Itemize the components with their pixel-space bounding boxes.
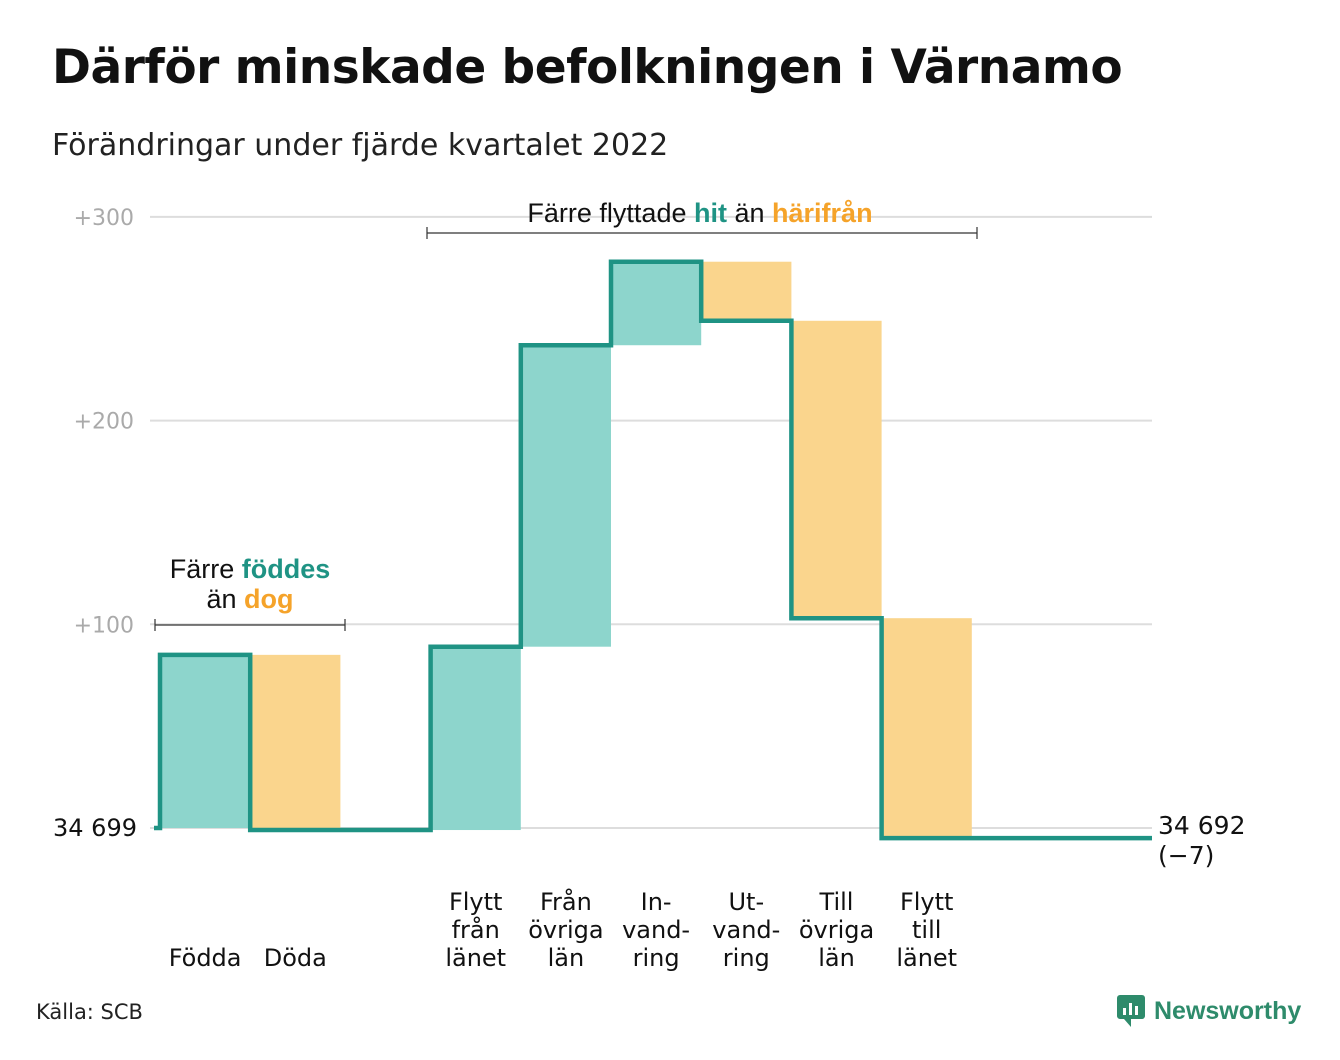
category-label: övriga: [799, 916, 874, 944]
brand-logo: Newsworthy: [1116, 994, 1301, 1028]
y-tick-label: +200: [74, 410, 134, 435]
annotation-segment: föddes: [242, 554, 331, 584]
category-label: vand-: [712, 916, 780, 944]
source-note: Källa: SCB: [36, 1000, 143, 1024]
y-tick-label: +100: [74, 613, 134, 638]
annotation-segment: härifrån: [772, 198, 873, 228]
cumulative-step-line: [154, 259, 1152, 841]
annotation-births-deaths: Färre föddes: [170, 554, 331, 584]
category-label: Flytt: [449, 888, 503, 916]
annotation-migration: Färre flyttade hit än härifrån: [527, 198, 872, 228]
category-label: från: [452, 915, 500, 944]
category-label: Flytt: [900, 888, 954, 916]
annotation-segment: hit: [694, 198, 727, 228]
category-label: län: [818, 944, 855, 972]
chart-title: Därför minskade befolkningen i Värnamo: [52, 40, 1123, 95]
category-label: ring: [723, 944, 770, 972]
waterfall-bar: [701, 261, 792, 321]
waterfall-bar: [611, 261, 702, 346]
category-label: länet: [896, 944, 957, 972]
category-label: länet: [445, 944, 506, 972]
waterfall-bar: [791, 320, 882, 619]
category-label: län: [548, 944, 585, 972]
category-label: till: [912, 916, 941, 944]
newsworthy-icon: [1117, 995, 1145, 1027]
category-label: In-: [641, 888, 672, 916]
category-label: Döda: [264, 944, 327, 972]
category-label: övriga: [528, 916, 603, 944]
waterfall-bar: [160, 654, 251, 828]
waterfall-bar: [250, 654, 341, 831]
annotation-segment: Färre: [170, 554, 242, 584]
chart-subtitle: Förändringar under fjärde kvartalet 2022: [52, 128, 669, 163]
category-label: vand-: [622, 916, 690, 944]
end-change-label: (−7): [1158, 841, 1214, 870]
annotation-segment: Färre flyttade: [527, 198, 694, 228]
category-label: Ut-: [728, 888, 764, 916]
waterfall-bar: [881, 618, 972, 839]
end-value-label: 34 692: [1158, 811, 1245, 840]
y-tick-label: +300: [74, 206, 134, 231]
brand-name: Newsworthy: [1154, 996, 1302, 1025]
start-value-label: 34 699: [53, 814, 137, 842]
category-label: Från: [540, 887, 592, 916]
category-label: Födda: [169, 944, 242, 972]
waterfall-bar: [520, 345, 611, 647]
annotation-segment: än: [206, 584, 244, 614]
annotation-births-deaths: än dog: [206, 584, 293, 614]
annotation-segment: dog: [244, 584, 293, 614]
annotation-segment: än: [727, 198, 772, 228]
category-label: ring: [633, 944, 680, 972]
waterfall-bar: [430, 646, 521, 831]
category-label: Till: [819, 888, 854, 916]
